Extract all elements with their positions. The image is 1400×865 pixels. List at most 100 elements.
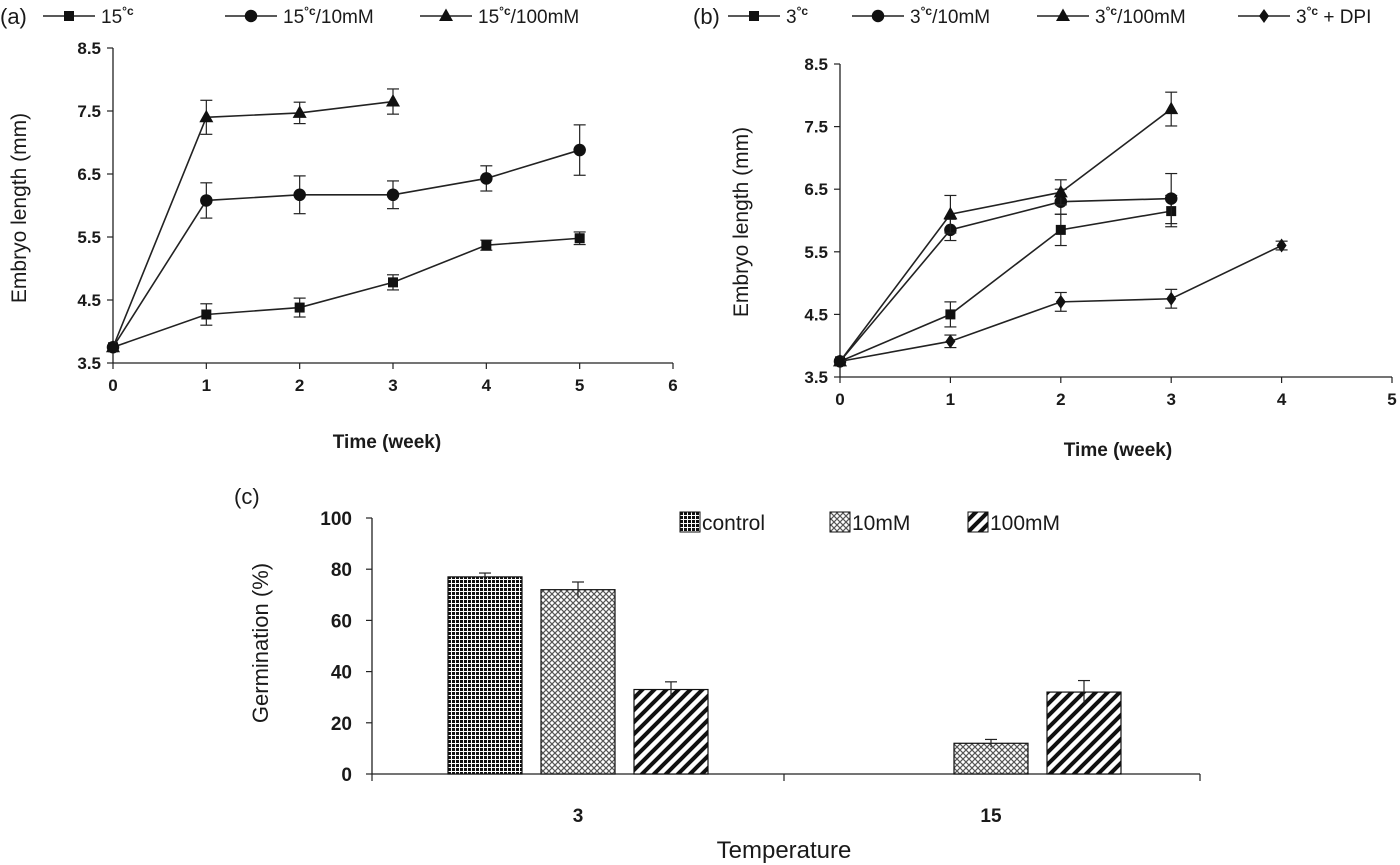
b-x-tick-label-3: 3 <box>1166 390 1175 409</box>
a-data-point <box>199 109 214 123</box>
b-legend-marker-2 <box>1056 8 1070 21</box>
a-x-tick-label-2: 2 <box>295 376 304 395</box>
b-y-tick-label-5: 8.5 <box>804 55 828 74</box>
c-legend-label-1: 10mM <box>852 512 910 535</box>
b-x-tick-label-0: 0 <box>835 390 844 409</box>
b-data-point <box>1164 101 1179 115</box>
a-data-point <box>481 240 492 251</box>
b-legend-item-3-label: 3°c + DPI <box>1296 4 1371 28</box>
a-y-tick-label-2: 5.5 <box>77 228 101 247</box>
b-data-point <box>1055 224 1066 235</box>
panel-a-legend: 15°c 15°c/10mM 15°c/100mM <box>43 4 579 28</box>
c-legend-swatch-2 <box>967 511 989 533</box>
b-legend-item-1-label: 3°c/10mM <box>910 4 990 28</box>
b-y-tick-label-4: 7.5 <box>804 118 828 137</box>
c-bar-10mM-15 <box>953 742 1029 775</box>
b-legend-item-2: 3°c/100mM <box>1037 4 1186 28</box>
c-bar-10mM-3 <box>540 589 616 775</box>
b-data-point <box>945 334 956 349</box>
c-y-tick-label-0: 0 <box>341 765 352 786</box>
b-data-point <box>1166 291 1177 306</box>
a-data-point <box>200 194 213 207</box>
panel-b-legend: 3°c 3°c/10mM 3°c/100mM 3°c + DPI <box>728 4 1371 28</box>
a-legend-item-1-label: 15°c/10mM <box>283 4 374 28</box>
b-series-line-0 <box>839 210 1172 363</box>
panel-a-x-axis-title: Time (week) <box>333 432 441 453</box>
a-legend-marker-1 <box>244 9 258 23</box>
a-legend-marker-2 <box>439 8 453 21</box>
b-series-2 <box>833 91 1179 367</box>
panel-c-chart: (c) control 10mM 100mM 0 20 40 60 80 100 3 15 Tem… <box>234 484 1201 864</box>
panel-b-y-axis-title: Embryo length (mm) <box>730 127 753 317</box>
panel-c-bars <box>447 572 1122 775</box>
b-x-tick-label-5: 5 <box>1387 390 1396 409</box>
a-y-tick-label-1: 4.5 <box>77 291 101 310</box>
a-legend-item-1: 15°c/10mM <box>225 4 374 28</box>
panel-a-axes: 3.5 4.5 5.5 6.5 7.5 8.5 0 1 2 3 4 5 6 <box>77 39 677 395</box>
b-data-point <box>1164 192 1178 205</box>
b-legend-marker-1 <box>871 9 885 23</box>
a-series-0 <box>108 231 586 353</box>
panel-b-axes: 3.5 4.5 5.5 6.5 7.5 8.5 0 1 2 3 4 5 <box>804 55 1396 409</box>
a-legend-item-2: 15°c/100mM <box>420 4 579 28</box>
b-y-tick-label-0: 3.5 <box>804 368 828 387</box>
panel-c-x-axis-title: Temperature <box>717 837 852 864</box>
a-legend-marker-0 <box>64 11 74 21</box>
a-x-tick-label-6: 6 <box>668 376 677 395</box>
panel-a-series <box>106 88 586 354</box>
a-data-point <box>573 143 586 157</box>
b-series-line-2 <box>839 108 1172 362</box>
a-x-tick-label-4: 4 <box>482 376 492 395</box>
c-y-tick-label-4: 80 <box>331 560 352 581</box>
c-y-tick-label-5: 100 <box>320 509 352 530</box>
a-data-point <box>292 105 307 118</box>
b-y-tick-label-2: 5.5 <box>804 243 828 262</box>
a-data-point <box>293 188 306 202</box>
b-x-tick-label-4: 4 <box>1277 390 1287 409</box>
a-data-point <box>294 302 305 313</box>
panel-c-legend: control 10mM 100mM <box>679 511 1060 535</box>
c-x-tick-label-1: 15 <box>980 806 1002 827</box>
panel-a-label: (a) <box>0 4 27 29</box>
b-legend-item-1: 3°c/10mM <box>852 4 990 28</box>
a-series-line-1 <box>112 149 580 348</box>
c-legend-label-0: control <box>702 512 765 535</box>
b-data-point <box>835 354 845 369</box>
a-x-tick-label-3: 3 <box>388 376 397 395</box>
panel-c-label: (c) <box>234 484 260 509</box>
b-legend-marker-0 <box>749 11 759 21</box>
b-x-tick-label-2: 2 <box>1056 390 1065 409</box>
c-bar-100mM-15 <box>1046 691 1122 775</box>
c-legend-item-2: 100mM <box>967 511 1060 535</box>
b-legend-item-2-label: 3°c/100mM <box>1095 4 1186 28</box>
c-bar-100mM-3 <box>633 688 709 775</box>
a-legend-item-0-label: 15°c <box>101 4 134 28</box>
a-y-tick-label-4: 7.5 <box>77 102 101 121</box>
b-legend-marker-3 <box>1259 9 1269 23</box>
a-data-point <box>201 309 212 320</box>
c-legend-item-0: control <box>679 511 765 535</box>
panel-c-y-axis-title: Germination (%) <box>248 563 273 723</box>
panel-b-x-axis-title: Time (week) <box>1064 440 1172 461</box>
a-series-2 <box>106 88 400 353</box>
b-data-point <box>1053 184 1068 198</box>
c-legend-swatch-0 <box>679 511 701 533</box>
c-legend-swatch-1 <box>829 511 851 533</box>
c-bar-control-3 <box>447 576 523 775</box>
b-y-tick-label-3: 6.5 <box>804 180 828 199</box>
b-legend-item-0-label: 3°c <box>786 4 808 28</box>
c-legend-label-2: 100mM <box>990 512 1060 535</box>
a-y-tick-label-0: 3.5 <box>77 354 101 373</box>
a-data-point <box>388 277 398 288</box>
b-legend-item-3: 3°c + DPI <box>1238 4 1371 28</box>
panel-b-series <box>833 91 1288 369</box>
c-x-tick-label-0: 3 <box>573 806 584 827</box>
b-data-point <box>943 206 958 220</box>
b-data-point <box>1055 294 1066 309</box>
c-y-tick-label-2: 40 <box>331 663 352 684</box>
a-legend-item-0: 15°c <box>43 4 134 28</box>
panel-a-chart: (a) 15°c 15°c/10mM 15°c/100mM 3.5 4.5 5.5 6.5… <box>0 4 678 453</box>
a-x-tick-label-1: 1 <box>202 376 211 395</box>
b-data-point <box>945 309 956 320</box>
